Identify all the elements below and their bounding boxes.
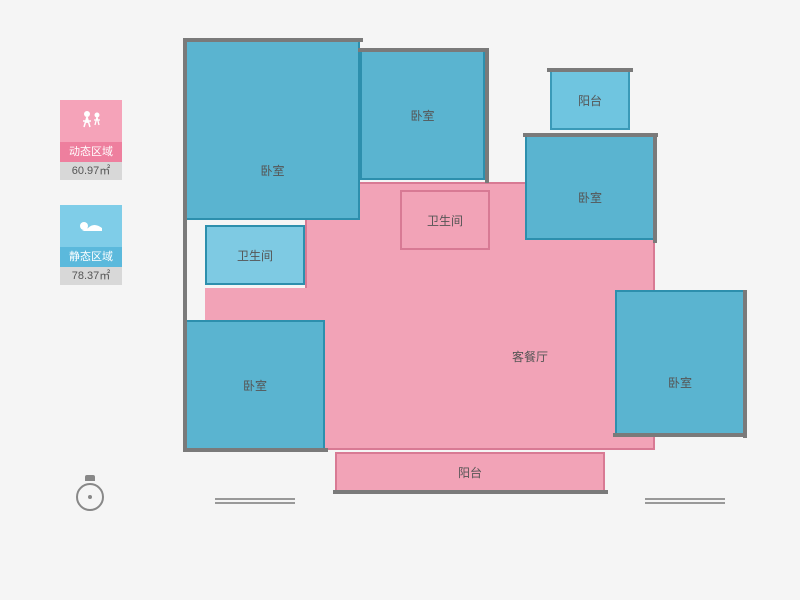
wall-segment — [333, 490, 608, 494]
room-balcony-top: 阳台 — [550, 70, 630, 130]
wall-segment — [485, 48, 489, 183]
wall-segment — [183, 40, 187, 452]
room-bathroom-c: 卫生间 — [400, 190, 490, 250]
compass-icon — [75, 475, 105, 513]
window-marker — [645, 498, 725, 500]
wall-segment — [183, 38, 363, 42]
room-bedroom-bl: 卧室 — [185, 320, 325, 450]
room-bedroom-tl: 卧室 — [185, 40, 360, 220]
legend-static-value: 78.37㎡ — [60, 267, 122, 285]
room-label: 卧室 — [410, 107, 434, 124]
room-label: 卧室 — [578, 189, 602, 206]
window-marker — [645, 502, 725, 504]
room-bedroom-br: 卧室 — [615, 290, 745, 435]
wall-segment — [358, 48, 488, 52]
wall-segment — [547, 68, 633, 72]
room-bedroom-tm: 卧室 — [360, 50, 485, 180]
legend: 动态区域 60.97㎡ 静态区域 78.37㎡ — [60, 100, 122, 310]
room-label: 阳台 — [578, 92, 602, 109]
room-label: 阳台 — [458, 464, 482, 481]
legend-dynamic-label: 动态区域 — [60, 142, 122, 162]
room-bedroom-tr: 卧室 — [525, 135, 655, 240]
sleep-icon — [60, 205, 122, 247]
wall-segment — [653, 135, 657, 243]
room-label: 卧室 — [243, 377, 267, 394]
legend-dynamic-value: 60.97㎡ — [60, 162, 122, 180]
room-bathroom-l: 卫生间 — [205, 225, 305, 285]
room-corridor-l — [205, 288, 307, 320]
room-label: 卧室 — [668, 374, 692, 391]
floorplan: 客餐厅卧室卧室阳台卧室卫生间卫生间卧室卧室阳台 — [175, 40, 755, 550]
room-label: 客餐厅 — [512, 348, 548, 365]
legend-static: 静态区域 78.37㎡ — [60, 205, 122, 285]
wall-segment — [183, 448, 328, 452]
people-icon — [60, 100, 122, 142]
room-label: 卧室 — [260, 162, 284, 179]
room-label: 卫生间 — [237, 247, 273, 264]
window-marker — [215, 498, 295, 500]
window-marker — [215, 502, 295, 504]
legend-static-label: 静态区域 — [60, 247, 122, 267]
legend-dynamic: 动态区域 60.97㎡ — [60, 100, 122, 180]
wall-segment — [523, 133, 658, 137]
room-balcony-bot: 阳台 — [335, 452, 605, 492]
wall-segment — [613, 433, 747, 437]
room-label: 卫生间 — [427, 212, 463, 229]
wall-segment — [743, 290, 747, 438]
